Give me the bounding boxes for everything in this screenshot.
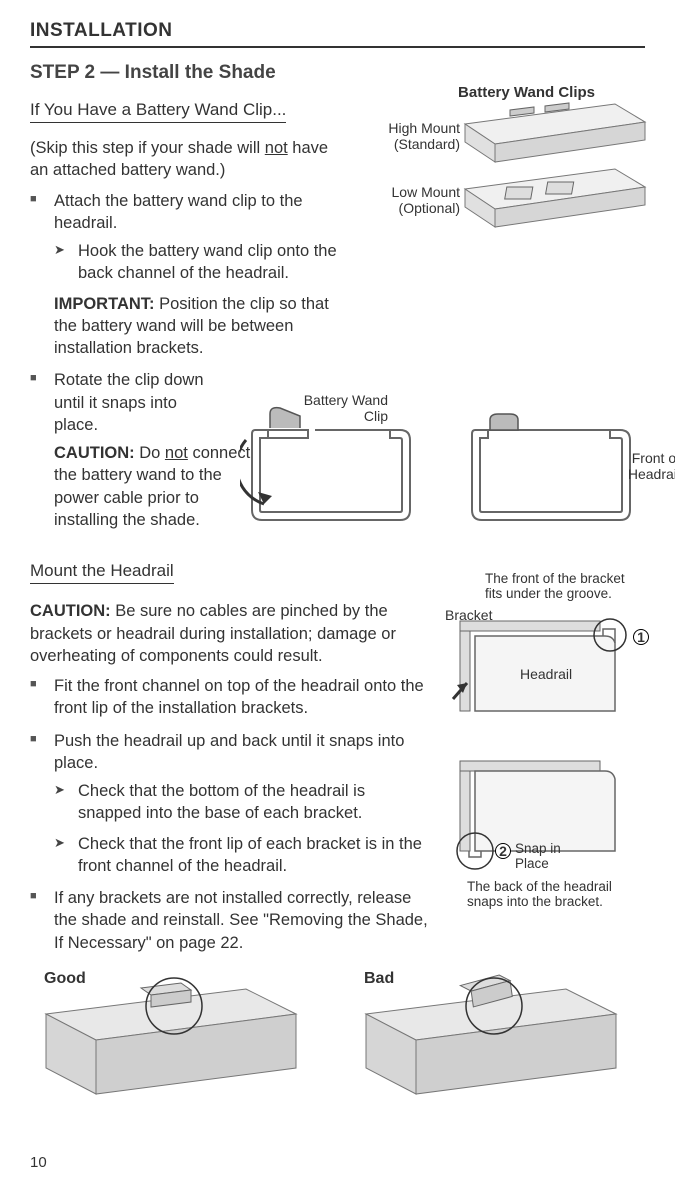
label-clips-title: Battery Wand Clips: [458, 84, 595, 101]
bad-example: Bad: [356, 974, 636, 1104]
label-front-headrail: Front of Headrail: [610, 450, 675, 482]
caution-block: CAUTION: Be sure no cables are pinched b…: [30, 600, 400, 667]
label-back-snap: The back of the headrail snaps into the …: [467, 879, 647, 909]
skip-note-pre: (Skip this step if your shade will: [30, 139, 265, 157]
list-item: Fit the front channel on top of the head…: [30, 675, 430, 720]
list-item: If any brackets are not installed correc…: [30, 887, 430, 954]
label-headrail: Headrail: [520, 666, 572, 682]
figure-clip-headrail: Battery Wand Clip Front of Headrail: [240, 390, 660, 540]
arrow-list: Check that the bottom of the headrail is…: [54, 780, 430, 877]
figure-wand-clips: Battery Wand Clips High Mount (Standard)…: [375, 84, 655, 234]
label-clip: Battery Wand Clip: [298, 392, 388, 424]
caution-note: CAUTION: Do not connect the battery wand…: [54, 442, 254, 531]
list-item: Attach the battery wand clip to the head…: [30, 190, 350, 360]
good-bad-comparison: Good Bad: [30, 974, 645, 1104]
svg-bad: [356, 974, 636, 1104]
caution-pre: Do: [135, 444, 165, 462]
svg-good: [36, 974, 316, 1104]
bullet-text: Push the headrail up and back until it s…: [54, 732, 404, 772]
list-item: Push the headrail up and back until it s…: [30, 730, 430, 878]
label-low-mount: Low Mount (Optional): [380, 184, 460, 216]
figure-snap-in-place: 2 Snap in Place The back of the headrail…: [435, 751, 665, 901]
section-mount-headrail: Mount the Headrail CAUTION: Be sure no c…: [30, 561, 645, 1104]
label-high-mount: High Mount (Standard): [380, 120, 460, 152]
list-item: Check that the bottom of the headrail is…: [54, 780, 430, 825]
arrow-list: Hook the battery wand clip onto the back…: [54, 240, 350, 285]
bad-label: Bad: [364, 970, 394, 988]
important-note: IMPORTANT: Position the clip so that the…: [54, 293, 350, 360]
skip-note: (Skip this step if your shade will not h…: [30, 137, 350, 182]
caution-label: CAUTION:: [54, 444, 135, 462]
skip-note-not: not: [265, 139, 288, 157]
bullet-text: Attach the battery wand clip to the head…: [54, 192, 303, 232]
subsection-title: Mount the Headrail: [30, 561, 174, 584]
list-item: Hook the battery wand clip onto the back…: [54, 240, 350, 285]
bullet-list-b: Fit the front channel on top of the head…: [30, 675, 430, 954]
important-label: IMPORTANT:: [54, 295, 155, 313]
section-header: INSTALLATION: [30, 20, 645, 48]
step-title: STEP 2 — Install the Shade: [30, 62, 645, 84]
caution-label: CAUTION:: [30, 602, 111, 620]
label-bracket: Bracket: [445, 607, 492, 623]
figure-bracket-fit: The front of the bracket fits under the …: [435, 571, 665, 751]
page-number: 10: [30, 1154, 47, 1171]
good-label: Good: [44, 970, 86, 988]
label-front-bracket: The front of the bracket fits under the …: [485, 571, 635, 601]
list-item: Rotate the clip down until it snaps into…: [30, 369, 210, 531]
section-battery-wand-clip: If You Have a Battery Wand Clip... (Skip…: [30, 100, 645, 531]
caution-not: not: [165, 444, 188, 462]
good-example: Good: [36, 974, 316, 1104]
label-snap: Snap in Place: [515, 841, 575, 871]
list-item: Check that the front lip of each bracket…: [54, 833, 430, 878]
bullet-text: Rotate the clip down until it snaps into…: [54, 371, 204, 434]
subsection-title: If You Have a Battery Wand Clip...: [30, 100, 286, 123]
